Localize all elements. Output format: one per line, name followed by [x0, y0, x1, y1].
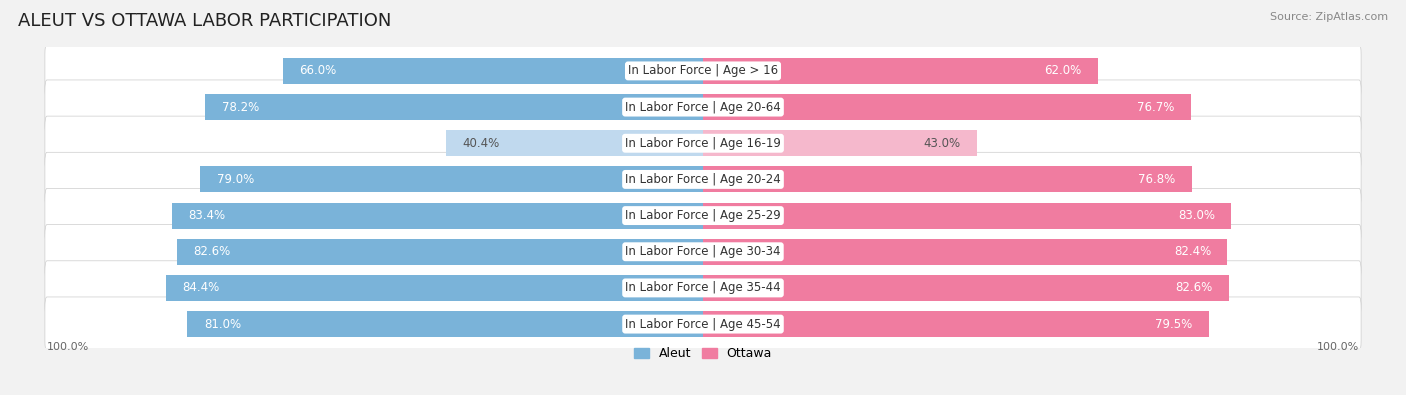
Text: 78.2%: 78.2%	[222, 101, 259, 114]
Bar	[703, 203, 1232, 229]
Bar	[703, 275, 1229, 301]
FancyBboxPatch shape	[45, 116, 1361, 170]
FancyBboxPatch shape	[45, 188, 1361, 243]
Text: Source: ZipAtlas.com: Source: ZipAtlas.com	[1270, 12, 1388, 22]
Text: 83.0%: 83.0%	[1178, 209, 1215, 222]
Bar	[187, 311, 703, 337]
Bar	[703, 130, 977, 156]
Text: 62.0%: 62.0%	[1043, 64, 1081, 77]
Text: 79.0%: 79.0%	[217, 173, 254, 186]
Bar	[166, 275, 703, 301]
Text: 40.4%: 40.4%	[463, 137, 499, 150]
FancyBboxPatch shape	[45, 44, 1361, 98]
Text: 81.0%: 81.0%	[204, 318, 240, 331]
Bar	[177, 239, 703, 265]
Text: 76.7%: 76.7%	[1137, 101, 1175, 114]
FancyBboxPatch shape	[45, 80, 1361, 134]
Text: 100.0%: 100.0%	[46, 342, 89, 352]
Text: In Labor Force | Age 35-44: In Labor Force | Age 35-44	[626, 281, 780, 294]
Text: ALEUT VS OTTAWA LABOR PARTICIPATION: ALEUT VS OTTAWA LABOR PARTICIPATION	[18, 12, 392, 30]
Bar	[703, 311, 1209, 337]
Text: In Labor Force | Age 25-29: In Labor Force | Age 25-29	[626, 209, 780, 222]
Legend: Aleut, Ottawa: Aleut, Ottawa	[628, 342, 778, 365]
Text: 84.4%: 84.4%	[183, 281, 219, 294]
Text: In Labor Force | Age 30-34: In Labor Force | Age 30-34	[626, 245, 780, 258]
Text: 76.8%: 76.8%	[1137, 173, 1175, 186]
Text: 82.6%: 82.6%	[1175, 281, 1212, 294]
Text: 79.5%: 79.5%	[1156, 318, 1192, 331]
Bar	[446, 130, 703, 156]
Bar	[703, 58, 1098, 84]
Text: 83.4%: 83.4%	[188, 209, 226, 222]
FancyBboxPatch shape	[45, 261, 1361, 315]
Bar	[703, 94, 1191, 120]
FancyBboxPatch shape	[45, 225, 1361, 279]
Text: 43.0%: 43.0%	[924, 137, 960, 150]
Text: 66.0%: 66.0%	[299, 64, 336, 77]
Bar	[703, 239, 1227, 265]
Text: 100.0%: 100.0%	[1317, 342, 1360, 352]
FancyBboxPatch shape	[45, 152, 1361, 207]
Text: In Labor Force | Age 20-24: In Labor Force | Age 20-24	[626, 173, 780, 186]
Bar	[172, 203, 703, 229]
FancyBboxPatch shape	[45, 297, 1361, 351]
Text: In Labor Force | Age 16-19: In Labor Force | Age 16-19	[626, 137, 780, 150]
Text: In Labor Force | Age 20-64: In Labor Force | Age 20-64	[626, 101, 780, 114]
Bar	[283, 58, 703, 84]
Bar	[205, 94, 703, 120]
Text: 82.4%: 82.4%	[1174, 245, 1211, 258]
Bar	[703, 166, 1192, 192]
Text: In Labor Force | Age > 16: In Labor Force | Age > 16	[628, 64, 778, 77]
Text: 82.6%: 82.6%	[194, 245, 231, 258]
Bar	[200, 166, 703, 192]
Text: In Labor Force | Age 45-54: In Labor Force | Age 45-54	[626, 318, 780, 331]
